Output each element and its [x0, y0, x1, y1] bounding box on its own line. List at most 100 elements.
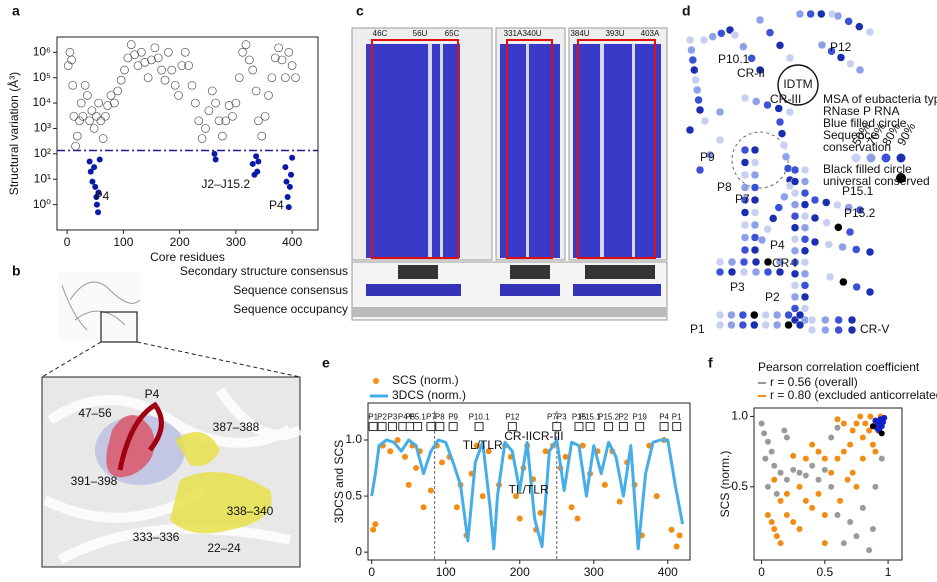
legend-text: Sequence — [823, 128, 877, 142]
point — [157, 65, 166, 75]
nucleotide — [800, 200, 810, 209]
seq-bar — [366, 284, 461, 296]
y-tick-label: 0 — [355, 544, 362, 558]
conserved-region — [366, 44, 460, 258]
point — [828, 434, 835, 441]
helix-label: P7 — [735, 192, 750, 206]
nucleotide — [785, 107, 795, 117]
point — [427, 487, 434, 494]
nucleotide — [740, 158, 750, 167]
x-tick-label: 0.5 — [816, 565, 833, 579]
point — [140, 58, 150, 67]
nucleotide — [750, 220, 760, 230]
point — [285, 204, 292, 211]
nucleotide — [834, 325, 843, 335]
point — [574, 515, 581, 522]
point — [809, 504, 816, 511]
legend-label: r = 0.56 (overall) — [770, 375, 858, 389]
point — [96, 156, 103, 163]
nucleotide — [836, 53, 846, 62]
point — [284, 193, 291, 200]
helix-label: P15.1 — [580, 413, 601, 422]
point — [187, 80, 197, 90]
overview — [58, 272, 140, 340]
nucleotide — [694, 95, 703, 105]
nucleotide — [740, 220, 750, 230]
ss-bar — [398, 265, 438, 279]
nucleotide — [817, 40, 827, 50]
nucleotide — [708, 32, 717, 41]
point — [387, 448, 394, 455]
legend-text: conservation — [823, 140, 891, 154]
point — [231, 98, 241, 108]
point — [274, 43, 283, 53]
legend-text: universal conserved — [823, 174, 930, 188]
point — [180, 47, 190, 57]
junction — [731, 131, 789, 189]
point — [91, 164, 98, 171]
point — [764, 438, 771, 445]
nucleotide — [821, 325, 830, 335]
point — [420, 504, 427, 511]
annotation: P4 — [269, 198, 284, 212]
zoom-line — [41, 341, 102, 378]
column-header: 393U — [605, 29, 624, 38]
point — [153, 53, 163, 63]
nucleotide — [810, 237, 820, 247]
point — [844, 476, 851, 483]
nucleotide — [688, 55, 698, 65]
point — [796, 483, 803, 490]
point — [289, 154, 296, 161]
nucleotide — [790, 211, 800, 221]
y-axis-label: Structural variation (Å³) — [6, 72, 21, 195]
nucleotide — [699, 35, 709, 45]
nucleotide — [750, 320, 759, 330]
column-header: 340U — [522, 29, 541, 38]
point — [92, 111, 101, 121]
nucleotide — [739, 267, 749, 277]
point — [287, 61, 297, 70]
nucleotide — [790, 292, 800, 302]
red-box — [506, 39, 553, 259]
x-tick-label: 0 — [64, 235, 71, 249]
y-tick-label: 10¹ — [34, 171, 51, 185]
point — [859, 434, 866, 441]
annotation: P4 — [95, 189, 110, 203]
panel-label: c — [356, 3, 364, 19]
point — [253, 153, 260, 160]
nucleotide — [740, 233, 750, 242]
helix-label: P3 — [730, 280, 745, 294]
helix-box — [435, 422, 445, 432]
nucleotide — [827, 47, 836, 56]
nucleotide — [740, 93, 750, 103]
x-tick-label: 400 — [282, 235, 302, 249]
point — [150, 43, 160, 53]
yellow-surface — [170, 432, 272, 534]
legend-circle — [866, 153, 876, 163]
nucleotide — [800, 281, 810, 290]
point — [834, 424, 841, 431]
point — [291, 73, 300, 83]
nucleotide — [865, 27, 875, 37]
y-tick-label: 0.5 — [345, 488, 362, 502]
point — [768, 448, 775, 455]
nucleotide — [785, 53, 795, 63]
point — [372, 521, 379, 528]
point — [68, 80, 78, 90]
nucleotide — [700, 116, 710, 126]
point — [116, 75, 126, 85]
x-tick-label: 100 — [113, 235, 133, 249]
point — [859, 455, 866, 462]
point — [75, 116, 84, 126]
point — [840, 448, 847, 455]
helix-label: P9 — [448, 413, 458, 422]
point — [284, 47, 294, 57]
nucleotide — [750, 245, 760, 255]
nucleotide — [855, 65, 865, 75]
nucleotide — [690, 65, 699, 75]
nucleotide — [750, 158, 760, 167]
point — [103, 101, 112, 110]
point — [847, 441, 854, 448]
conserved-region — [500, 44, 560, 258]
nucleotide — [806, 9, 815, 19]
